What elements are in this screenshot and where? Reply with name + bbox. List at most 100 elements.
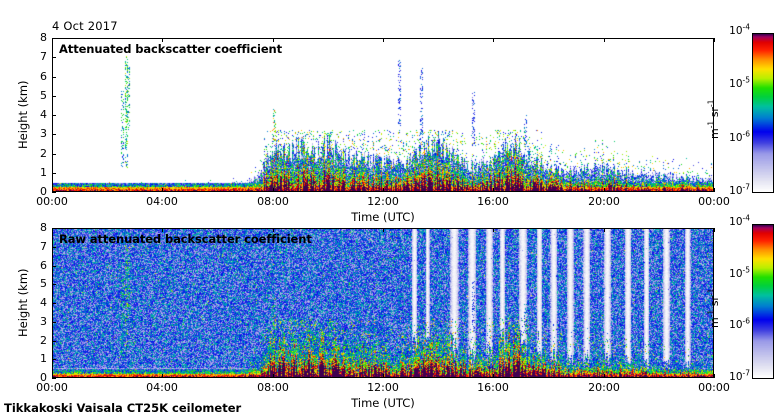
y-tick-mark (52, 341, 56, 342)
y-tick-mark (52, 322, 56, 323)
x-tick-mark (273, 188, 274, 192)
x-axis-label-top: Time (UTC) (351, 210, 415, 224)
x-tick-label: 00:00 (698, 195, 730, 208)
y-tick-mark (52, 247, 56, 248)
colorbar-unit-label-top: m-1 sr-1 (706, 99, 721, 139)
x-tick-mark-top (493, 38, 494, 42)
y-tick-label: 0 (40, 371, 47, 384)
x-tick-label: 20:00 (588, 381, 620, 394)
y-tick-mark (52, 359, 56, 360)
colorbar-tick-label: 10-7 (729, 368, 750, 383)
x-tick-label: 16:00 (477, 195, 509, 208)
footer-instrument-label: Tikkakoski Vaisala CT25K ceilometer (4, 401, 242, 415)
y-tick-label: 3 (40, 127, 47, 140)
x-tick-mark-top (383, 38, 384, 42)
y-tick-label: 5 (40, 277, 47, 290)
plot-area-raw-attenuated-backscatter (52, 228, 714, 378)
x-tick-label: 12:00 (367, 381, 399, 394)
x-tick-mark (493, 188, 494, 192)
x-tick-label: 16:00 (477, 381, 509, 394)
y-tick-mark (52, 134, 56, 135)
x-tick-mark-top (273, 228, 274, 232)
x-tick-mark-top (604, 38, 605, 42)
colorbar-gradient-bottom (753, 225, 773, 378)
colorbar-unit-label-bottom: m-1 sr-1 (706, 288, 721, 328)
x-tick-mark-top (383, 228, 384, 232)
y-tick-label: 1 (40, 352, 47, 365)
x-tick-mark-top (714, 228, 715, 232)
x-tick-label: 00:00 (36, 195, 68, 208)
y-tick-label: 2 (40, 147, 47, 160)
y-tick-label: 8 (40, 221, 47, 234)
x-tick-mark-top (162, 38, 163, 42)
y-tick-mark (52, 57, 56, 58)
x-tick-mark-top (714, 38, 715, 42)
y-tick-mark (52, 115, 56, 116)
x-tick-mark (52, 188, 53, 192)
y-tick-label: 6 (40, 70, 47, 83)
y-tick-mark (52, 173, 56, 174)
y-tick-mark (52, 38, 56, 39)
x-tick-mark-top (493, 228, 494, 232)
x-tick-mark (52, 374, 53, 378)
colorbar-tick-label: 10-4 (729, 22, 750, 37)
x-tick-mark-top (52, 228, 53, 232)
x-tick-mark (383, 374, 384, 378)
panel-title-raw-attenuated-backscatter: Raw attenuated backscatter coefficient (59, 232, 312, 246)
x-tick-mark (714, 188, 715, 192)
y-tick-mark (52, 284, 56, 285)
colorbar-gradient-top (753, 34, 773, 192)
x-tick-label: 12:00 (367, 195, 399, 208)
y-tick-label: 3 (40, 315, 47, 328)
y-tick-label: 4 (40, 296, 47, 309)
colorbar-tick-label: 10-4 (729, 213, 750, 228)
x-tick-mark (493, 374, 494, 378)
panel-title-attenuated-backscatter: Attenuated backscatter coefficient (59, 42, 283, 56)
x-tick-mark (604, 188, 605, 192)
y-tick-label: 7 (40, 240, 47, 253)
colorbar-bottom (752, 224, 774, 379)
x-tick-label: 08:00 (257, 195, 289, 208)
y-tick-label: 8 (40, 31, 47, 44)
x-tick-mark (714, 374, 715, 378)
y-tick-mark (52, 154, 56, 155)
x-tick-label: 08:00 (257, 381, 289, 394)
y-tick-mark (52, 192, 56, 193)
y-tick-label: 6 (40, 259, 47, 272)
y-tick-label: 2 (40, 334, 47, 347)
y-tick-mark (52, 378, 56, 379)
y-tick-mark (52, 96, 56, 97)
y-tick-mark (52, 228, 56, 229)
x-tick-mark (162, 188, 163, 192)
x-tick-label: 00:00 (36, 381, 68, 394)
y-tick-label: 4 (40, 108, 47, 121)
x-tick-mark (162, 374, 163, 378)
y-tick-mark (52, 266, 56, 267)
y-tick-label: 1 (40, 166, 47, 179)
heatmap-attenuated-backscatter (53, 39, 713, 191)
y-tick-label: 5 (40, 89, 47, 102)
x-axis-label-bottom: Time (UTC) (351, 396, 415, 410)
colorbar-tick-label: 10-6 (729, 129, 750, 144)
y-tick-label: 0 (40, 185, 47, 198)
plot-area-attenuated-backscatter (52, 38, 714, 192)
date-caption: 4 Oct 2017 (52, 19, 118, 33)
x-tick-mark (273, 374, 274, 378)
x-tick-label: 04:00 (146, 381, 178, 394)
x-tick-label: 20:00 (588, 195, 620, 208)
x-tick-label: 00:00 (698, 381, 730, 394)
x-tick-mark-top (273, 38, 274, 42)
y-tick-mark (52, 303, 56, 304)
y-tick-label: 7 (40, 50, 47, 63)
colorbar-tick-label: 10-7 (729, 182, 750, 197)
colorbar-tick-label: 10-5 (729, 75, 750, 90)
colorbar-top (752, 33, 774, 193)
colorbar-tick-label: 10-5 (729, 265, 750, 280)
x-tick-mark-top (52, 38, 53, 42)
x-tick-mark-top (604, 228, 605, 232)
x-tick-mark-top (162, 228, 163, 232)
x-tick-mark (383, 188, 384, 192)
heatmap-raw-attenuated-backscatter (53, 229, 713, 377)
colorbar-tick-label: 10-6 (729, 316, 750, 331)
